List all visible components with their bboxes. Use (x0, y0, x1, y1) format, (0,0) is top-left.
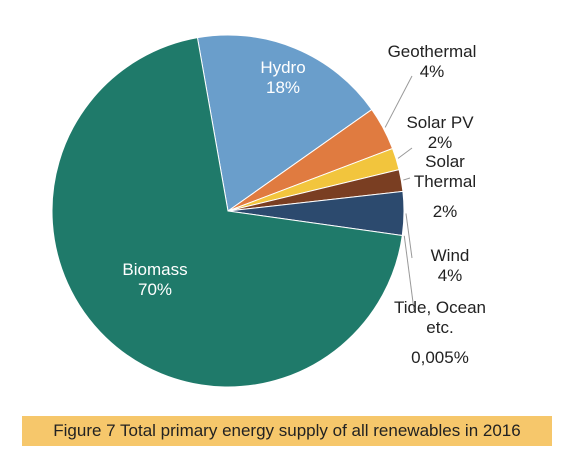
category-label: Biomass (122, 260, 188, 279)
value-label: 4% (419, 62, 445, 81)
category-label: Geothermal (387, 42, 477, 61)
category-label: Solar Thermal (413, 152, 477, 191)
leader-line (397, 147, 413, 159)
value-label: 2% (427, 133, 453, 152)
chart-title: Figure 7 Total primary energy supply of … (22, 416, 552, 446)
leader-line (403, 177, 411, 181)
category-label: Wind (430, 246, 470, 265)
pie-slice (51, 37, 403, 388)
value-label: 2% (432, 202, 458, 221)
category-label: Solar PV (406, 113, 474, 132)
leader-line (405, 213, 413, 259)
leader-line (384, 75, 413, 128)
value-label: 4% (437, 266, 463, 285)
leader-line (403, 235, 415, 311)
value-label: 18% (265, 78, 301, 97)
category-label: Hydro (260, 58, 306, 77)
pie-slice (196, 34, 373, 212)
value-label: 0,005% (411, 348, 469, 367)
category-label: Tide, Ocean etc. (394, 298, 486, 337)
value-label: 70% (137, 280, 173, 299)
